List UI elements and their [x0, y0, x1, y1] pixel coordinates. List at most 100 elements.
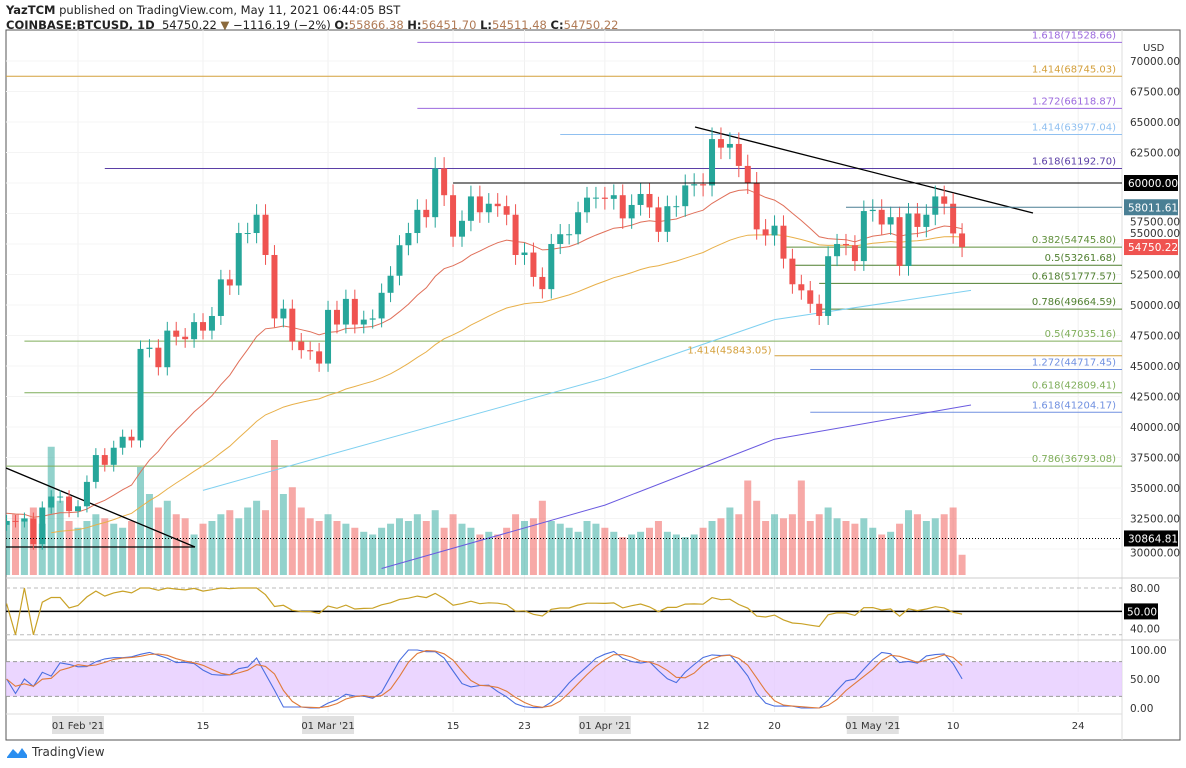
- stoch-tick-label: 0.00: [1130, 703, 1153, 715]
- volume-bar: [369, 534, 377, 575]
- candle-body: [530, 252, 537, 277]
- candle-body: [191, 322, 198, 340]
- candle-body: [601, 197, 608, 199]
- volume-bar: [503, 527, 511, 575]
- volume-bar: [56, 500, 64, 575]
- candle-body: [48, 496, 55, 508]
- candle-body: [217, 279, 224, 316]
- volume-bar: [467, 527, 475, 575]
- candle-body: [619, 195, 626, 219]
- symbol[interactable]: COINBASE:BTCUSD, 1D: [6, 18, 155, 32]
- candle-body: [110, 447, 117, 465]
- candle-body: [351, 298, 358, 325]
- volume-bar: [440, 527, 448, 575]
- volume-bar: [387, 523, 395, 575]
- price-tag-label: 54750.22: [1128, 242, 1178, 254]
- volume-bar: [351, 527, 359, 575]
- price-tick-label: 50000.00: [1130, 300, 1180, 312]
- volume-bar: [306, 518, 314, 575]
- trendline: [6, 467, 196, 548]
- candle-body: [378, 292, 385, 319]
- stoch-tick-label: 100.00: [1130, 645, 1167, 657]
- volume-bar: [494, 534, 502, 575]
- fib-level-label: 0.786(49664.59): [1032, 297, 1116, 308]
- candle-body: [941, 196, 948, 204]
- volume-bar: [958, 554, 966, 575]
- volume-bar: [663, 531, 671, 575]
- candle-body: [244, 233, 251, 235]
- rsi-tick-label: 40.00: [1130, 623, 1160, 635]
- close-label: C:: [550, 18, 564, 32]
- volume-bar: [154, 507, 162, 575]
- candle-body: [164, 330, 171, 368]
- candle-body: [66, 496, 73, 512]
- brand[interactable]: TradingView: [32, 745, 105, 759]
- candle-body: [780, 225, 787, 259]
- candle-body: [610, 195, 617, 199]
- candle-body: [860, 211, 867, 262]
- candle-body: [289, 308, 296, 342]
- candle-body: [298, 341, 305, 351]
- rsi-tag: [1124, 603, 1158, 620]
- low-label: L:: [480, 18, 492, 32]
- candle-body: [325, 309, 332, 364]
- volume-bar: [726, 507, 734, 575]
- candle-body: [807, 290, 814, 304]
- price-tick-label: 47500.00: [1130, 331, 1180, 343]
- volume-bar: [476, 534, 484, 575]
- price-tick-label: 62500.00: [1130, 148, 1180, 160]
- volume-bar: [654, 521, 662, 575]
- candle-body: [842, 244, 849, 246]
- time-tick-label: 15: [197, 721, 210, 732]
- volume-bar: [574, 531, 582, 575]
- high-value: 56451.70: [421, 18, 477, 32]
- volume-bar: [253, 500, 261, 575]
- candle-body: [101, 455, 108, 465]
- ma200-line: [381, 404, 972, 569]
- candle-body: [146, 347, 153, 349]
- volume-bar: [887, 531, 895, 575]
- volume-bar: [717, 518, 725, 575]
- ema20-line: [6, 189, 963, 518]
- candle-body: [735, 143, 742, 166]
- volume-bar: [735, 514, 743, 575]
- candle-body: [173, 330, 180, 337]
- price-tag: [1124, 239, 1178, 256]
- volume-bar: [583, 521, 591, 575]
- fib-level-label: 1.272(44717.45): [1032, 357, 1116, 368]
- volume-bar: [797, 480, 805, 575]
- candle-body: [575, 212, 582, 235]
- candle-body: [12, 520, 19, 522]
- publisher[interactable]: YazTCM: [6, 3, 56, 17]
- high-label: H:: [407, 18, 422, 32]
- volume-bar: [190, 534, 198, 575]
- volume-bar: [762, 521, 770, 575]
- time-tick-bg: [52, 716, 104, 734]
- candle-body: [307, 350, 314, 352]
- volume-bar: [404, 521, 412, 575]
- candle-body: [494, 203, 501, 207]
- candle-body: [21, 518, 28, 522]
- volume-bar: [360, 531, 368, 575]
- price-tick-label: 45000.00: [1130, 361, 1180, 373]
- price-tick-label: 57500.00: [1130, 216, 1180, 228]
- volume-bar: [512, 514, 520, 575]
- volume-bar: [137, 467, 145, 575]
- fib-level-label: 0.786(36793.08): [1032, 454, 1116, 465]
- price-tick-label: 37500.00: [1130, 453, 1180, 465]
- price-tick-label: 55000.00: [1130, 228, 1180, 240]
- time-tick-label: 01 Feb '21: [52, 721, 104, 732]
- candle-body: [485, 203, 492, 213]
- candle-body: [6, 520, 10, 525]
- chart-frame: [5, 29, 1181, 741]
- candle-body: [887, 217, 894, 225]
- volume-bar: [913, 514, 921, 575]
- candle-body: [548, 244, 555, 290]
- candle-body: [637, 193, 644, 205]
- time-tick-label: 01 Mar '21: [301, 721, 354, 732]
- fib-level-label: 1.414(45843.05): [687, 346, 771, 357]
- price-tick-label: 67500.00: [1130, 87, 1180, 99]
- candle-body: [869, 209, 876, 212]
- ema50-line: [51, 234, 963, 534]
